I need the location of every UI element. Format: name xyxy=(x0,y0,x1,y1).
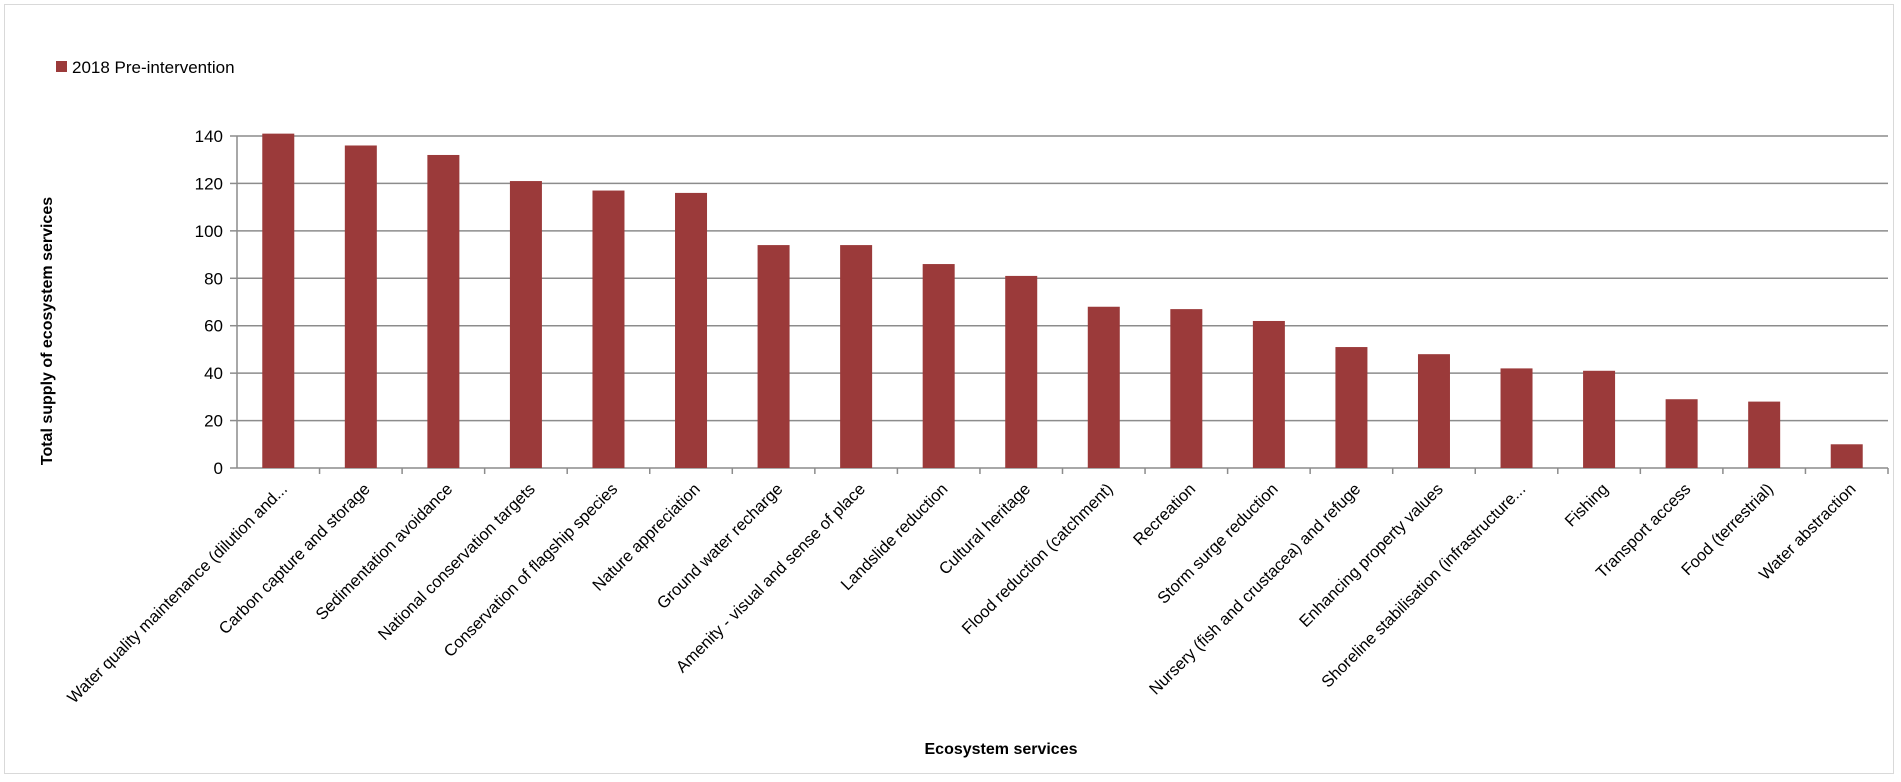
bar xyxy=(757,245,790,468)
gridlines xyxy=(230,135,1889,474)
x-category-label: Carbon capture and storage xyxy=(216,480,374,638)
y-tick-label: 120 xyxy=(195,174,223,193)
bar xyxy=(675,192,708,468)
bar xyxy=(1830,444,1863,468)
bar xyxy=(1335,347,1368,468)
bar xyxy=(1087,306,1120,468)
x-category-label: Flood reduction (catchment) xyxy=(959,480,1117,638)
bar xyxy=(262,133,295,468)
bar xyxy=(1005,275,1038,468)
x-category-label: Conservation of flagship species xyxy=(441,480,622,661)
y-tick-label: 0 xyxy=(214,459,223,478)
y-tick-label: 60 xyxy=(204,317,223,336)
bar xyxy=(1500,368,1533,468)
x-category-label: National conservation targets xyxy=(375,480,539,644)
bar xyxy=(1417,354,1450,468)
legend-swatch xyxy=(56,61,67,72)
x-axis-title: Ecosystem services xyxy=(925,741,1078,758)
y-tick-label: 100 xyxy=(195,222,223,241)
x-category-label: Fishing xyxy=(1562,480,1612,530)
bar xyxy=(509,181,542,469)
bar xyxy=(1665,399,1698,468)
bar xyxy=(1252,320,1285,468)
y-tick-labels: 0 20 40 60 80 100 120 140 xyxy=(195,127,223,478)
bar xyxy=(1170,309,1203,468)
y-tick-label: 80 xyxy=(204,269,223,288)
x-category-labels: Water quality maintenance (dilution and.… xyxy=(64,480,1859,707)
x-category-label: Sedimentation avoidance xyxy=(312,480,456,624)
bar xyxy=(922,264,955,468)
y-tick-label: 20 xyxy=(204,412,223,431)
bar xyxy=(592,190,625,469)
legend-label: 2018 Pre-intervention xyxy=(72,58,235,77)
y-axis-title: Total supply of ecosystem services xyxy=(39,197,56,465)
x-category-label: Enhancing property values xyxy=(1296,480,1447,631)
bar xyxy=(1748,401,1781,468)
bar xyxy=(840,245,873,468)
bars xyxy=(262,133,1863,469)
bar xyxy=(344,145,377,468)
bar xyxy=(427,154,460,468)
y-tick-label: 40 xyxy=(204,364,223,383)
y-tick-label: 140 xyxy=(195,127,223,146)
legend: 2018 Pre-intervention xyxy=(56,58,235,77)
bar xyxy=(1583,370,1616,468)
x-category-label: Recreation xyxy=(1130,480,1199,549)
